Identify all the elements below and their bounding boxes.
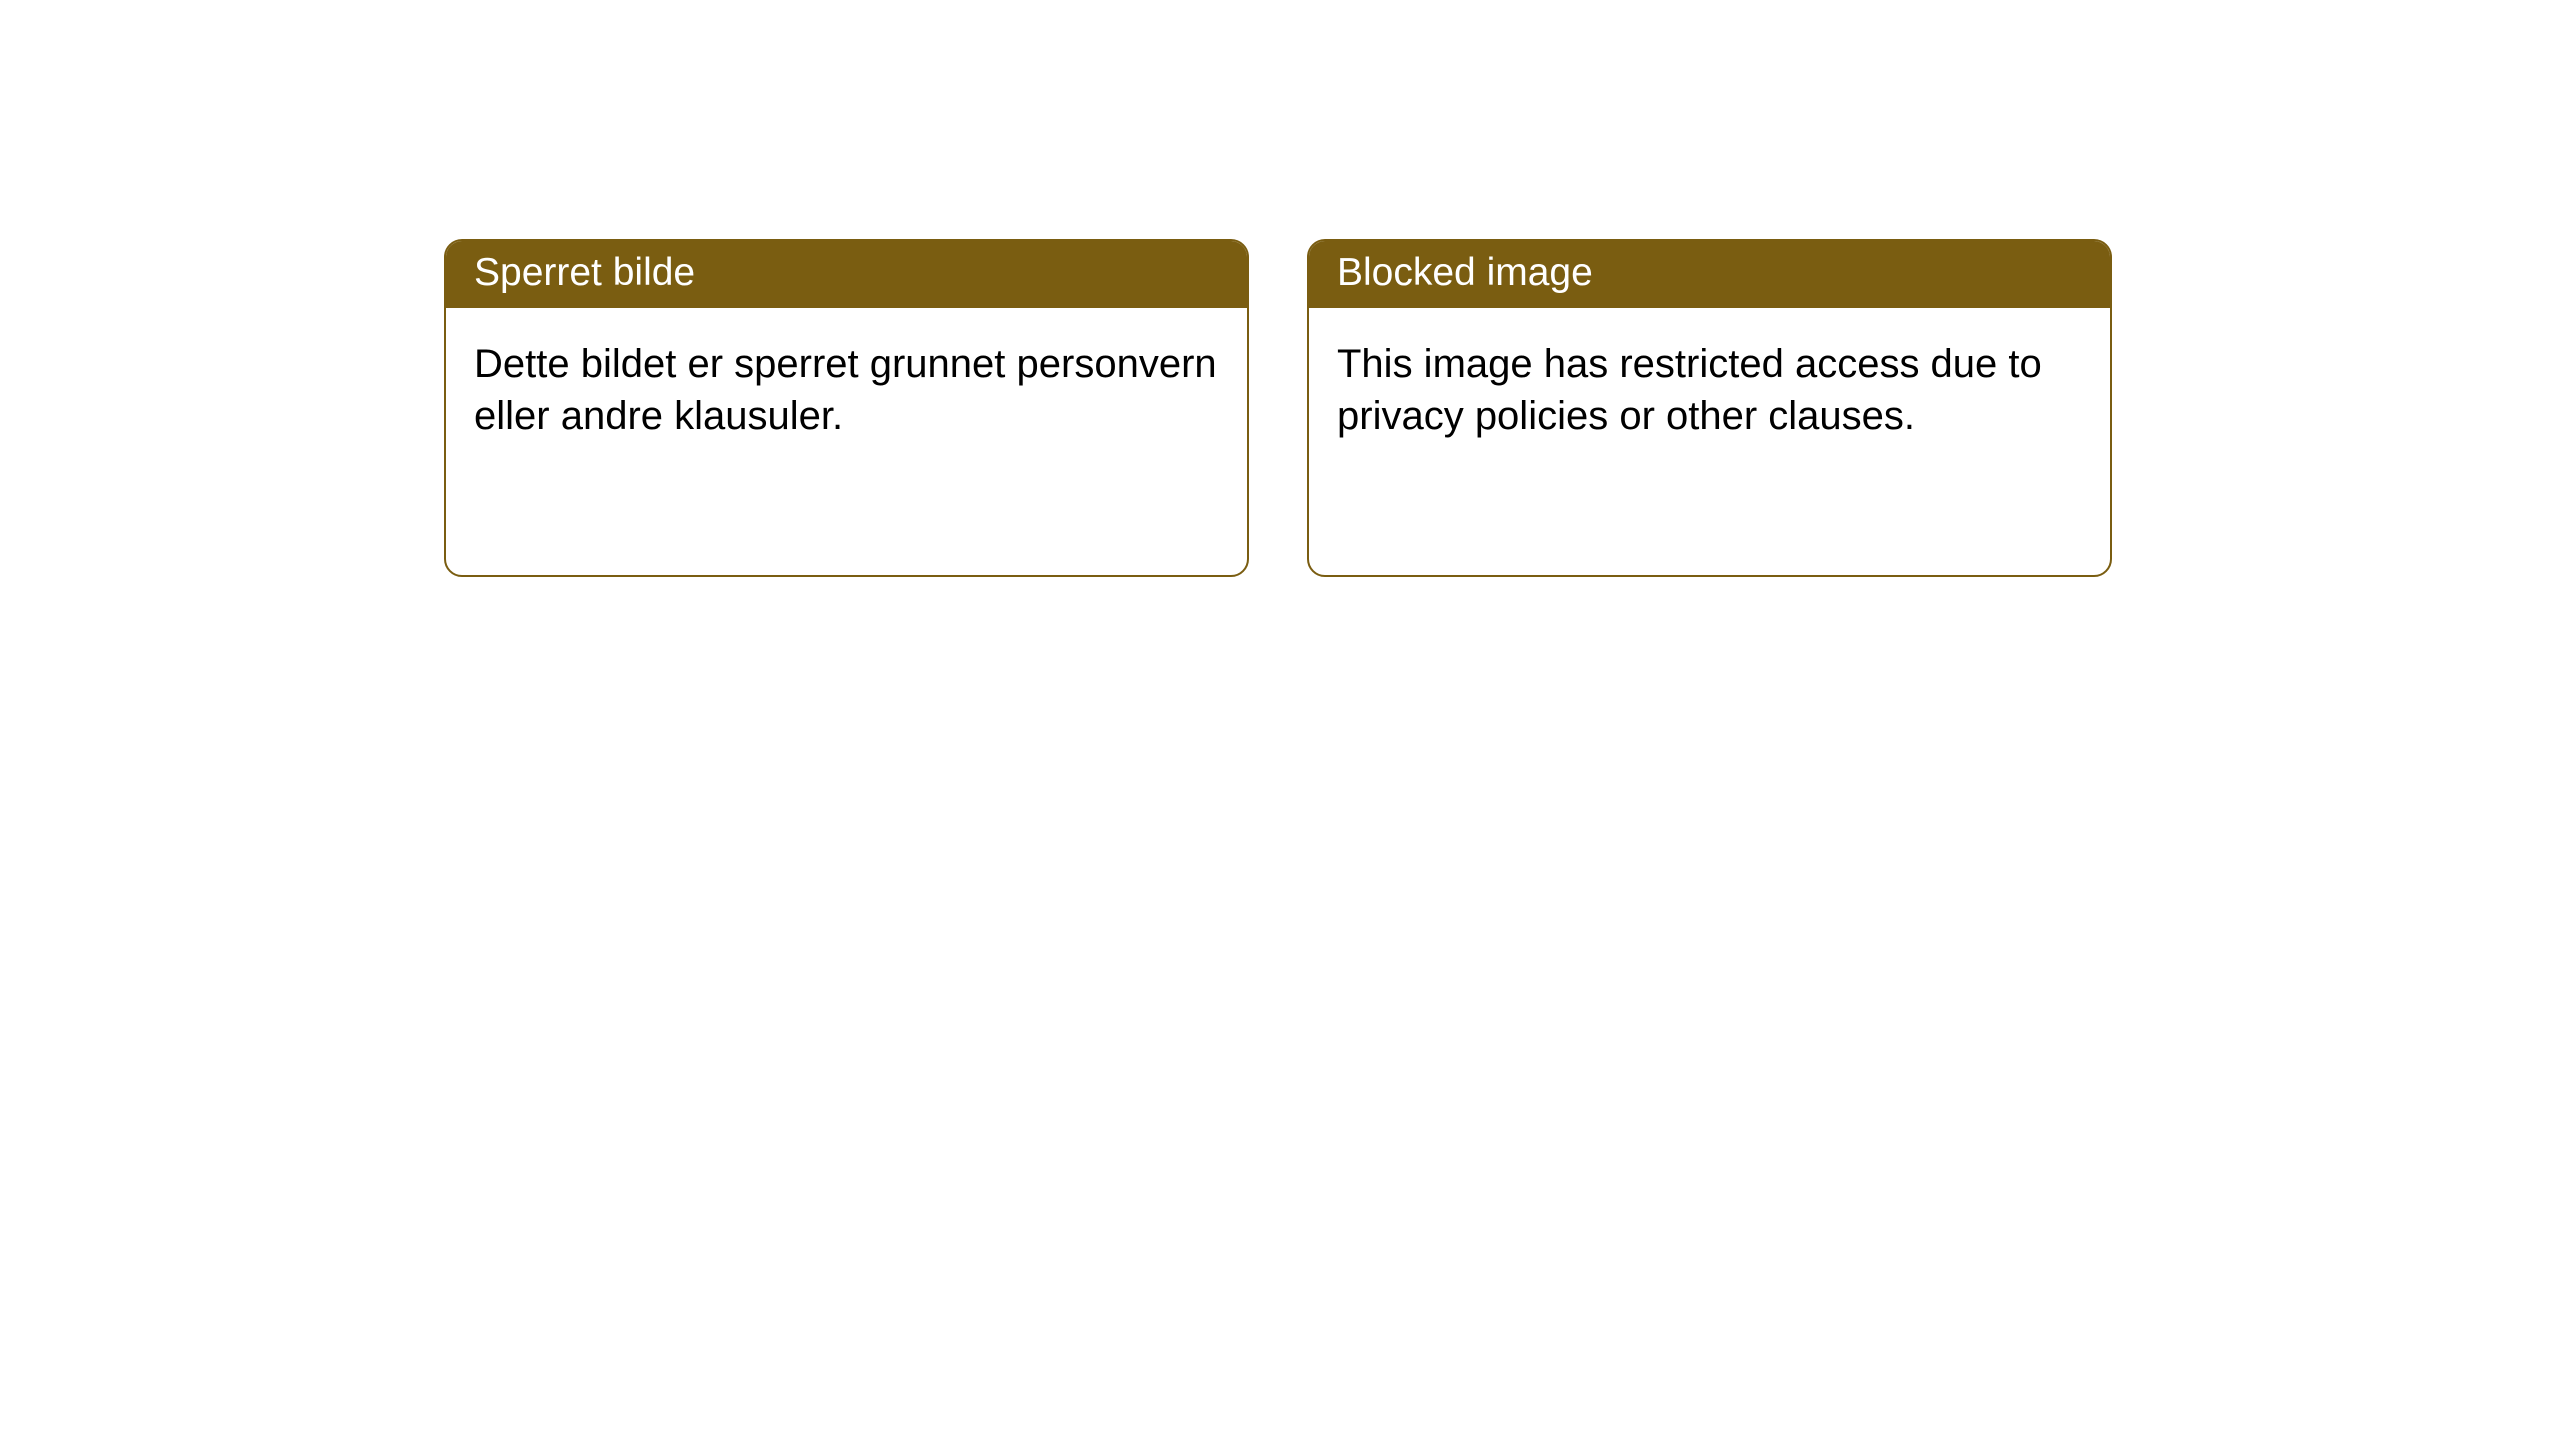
blocked-image-card-norwegian: Sperret bilde Dette bildet er sperret gr… (444, 239, 1249, 577)
card-header: Blocked image (1309, 241, 2110, 308)
card-message: Dette bildet er sperret grunnet personve… (474, 342, 1217, 438)
notice-container: Sperret bilde Dette bildet er sperret gr… (444, 239, 2112, 577)
card-body: This image has restricted access due to … (1309, 308, 2110, 575)
card-title: Blocked image (1337, 251, 1593, 294)
card-message: This image has restricted access due to … (1337, 342, 2042, 438)
card-body: Dette bildet er sperret grunnet personve… (446, 308, 1247, 575)
card-header: Sperret bilde (446, 241, 1247, 308)
blocked-image-card-english: Blocked image This image has restricted … (1307, 239, 2112, 577)
card-title: Sperret bilde (474, 251, 695, 294)
